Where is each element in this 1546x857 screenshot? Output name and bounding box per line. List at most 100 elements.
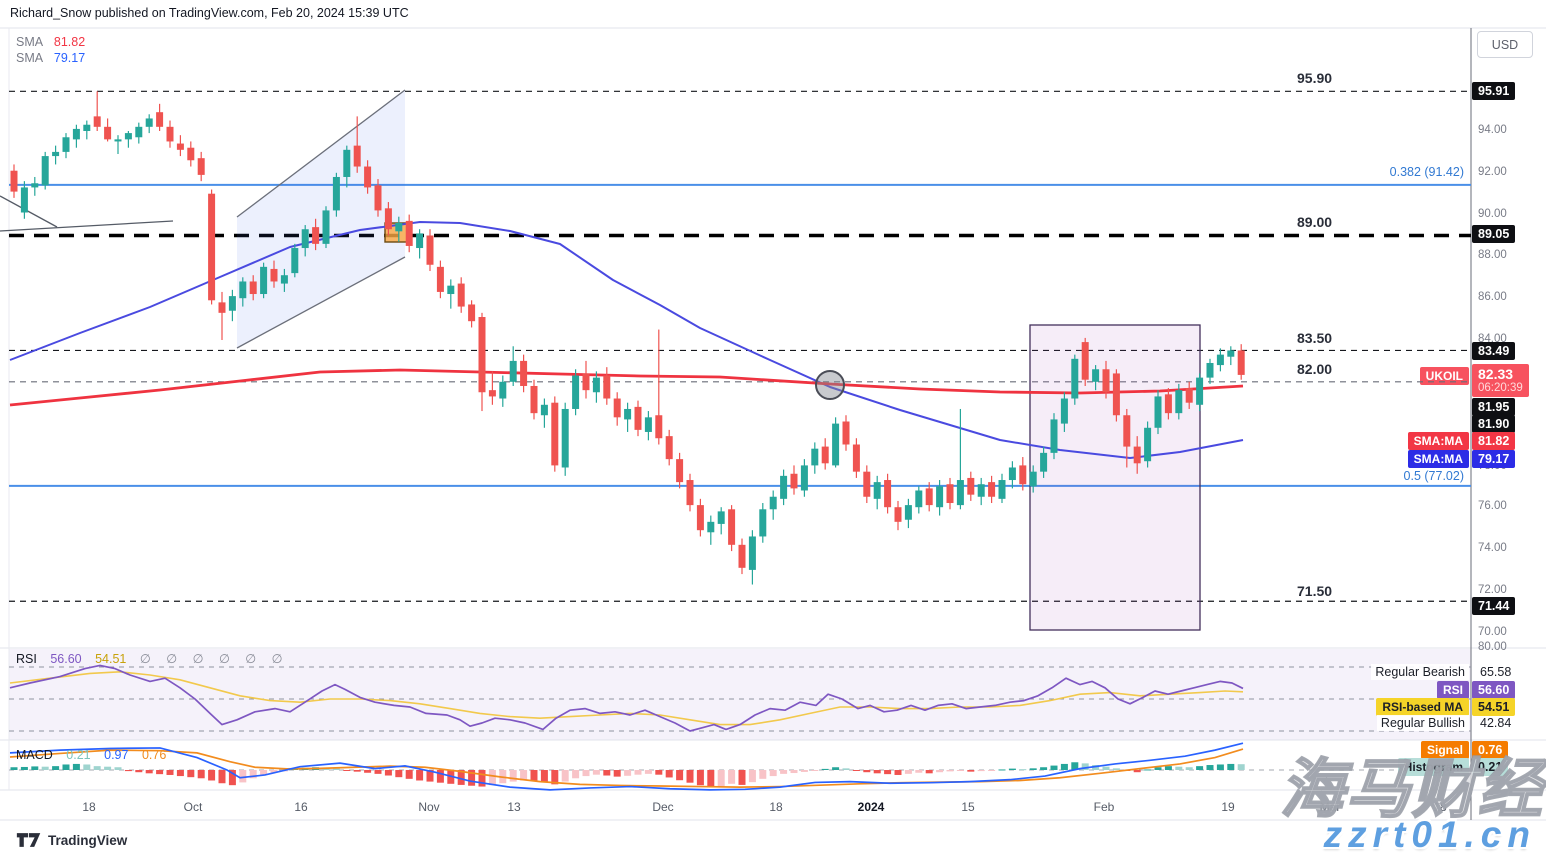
time-tick-Dec[interactable]: Dec — [652, 800, 674, 814]
candle-body — [31, 183, 39, 188]
macd-hist-value: 0.21 — [66, 748, 91, 762]
price-tick-90.00[interactable]: 90.00 — [1478, 208, 1507, 220]
trend-line-1[interactable] — [0, 220, 174, 232]
macd-histogram-bar — [665, 770, 673, 778]
macd-histogram-bar — [478, 770, 486, 787]
candle-body — [644, 417, 652, 432]
price-tick-70.00[interactable]: 70.00 — [1478, 626, 1507, 638]
macd-histogram-bar — [384, 770, 392, 776]
candle-body — [655, 415, 663, 439]
rsi-pane[interactable] — [9, 664, 1471, 732]
macd-histogram-bar — [145, 770, 153, 774]
price-tick-72.00[interactable]: 72.00 — [1478, 584, 1507, 596]
price-tick-86.00[interactable]: 86.00 — [1478, 291, 1507, 303]
macd-histogram-bar — [540, 770, 548, 783]
time-tick-Oct[interactable]: Oct — [183, 800, 203, 814]
macd-histogram-bar — [1008, 768, 1016, 770]
channel-upper-line[interactable] — [236, 89, 406, 218]
candle-body — [384, 208, 392, 230]
candle-body — [166, 126, 174, 142]
candle-body — [665, 436, 673, 460]
time-tick-18[interactable]: 18 — [1433, 800, 1447, 814]
macd-histogram-bar — [717, 770, 725, 787]
candle-body — [780, 475, 788, 499]
candle-body — [800, 465, 808, 491]
macd-histogram-bar — [655, 770, 663, 775]
price-line-label-82: 82.00 — [1297, 361, 1333, 377]
price-tick-74.00[interactable]: 74.00 — [1478, 542, 1507, 554]
time-tick-16[interactable]: 16 — [294, 800, 308, 814]
macd-histogram-bar — [228, 770, 236, 786]
time-tick-19[interactable]: 19 — [1221, 800, 1235, 814]
sma-legend-2[interactable]: SMA 79.17 — [16, 51, 85, 65]
price-label-95.91: 95.91 — [1472, 82, 1516, 100]
macd-histogram-bar — [20, 766, 28, 770]
sma-badge-label-0: SMA:MA — [1407, 432, 1469, 450]
channel-lower-line[interactable] — [236, 256, 406, 349]
candle-body — [83, 124, 91, 131]
macd-histogram-bar — [686, 770, 694, 783]
candle-body — [270, 268, 278, 282]
candle-body — [904, 505, 912, 520]
sma-fast-line[interactable] — [9, 368, 1244, 407]
candle-body — [301, 229, 309, 249]
macd-legend[interactable]: MACD 0.21 0.97 0.76 — [16, 748, 166, 762]
macd-histogram-bar — [915, 770, 923, 773]
byline: Richard_Snow published on TradingView.co… — [10, 6, 409, 20]
macd-histogram-bar — [114, 767, 122, 770]
candle-body — [707, 521, 715, 533]
rsi-divergence-settings: ∅ ∅ ∅ ∅ ∅ ∅ — [139, 652, 289, 666]
time-tick-13[interactable]: 13 — [507, 800, 521, 814]
tradingview-logo[interactable]: TradingView — [16, 831, 127, 849]
macd-histogram-bar — [936, 770, 944, 773]
candle-body — [852, 444, 860, 472]
time-tick-Feb[interactable]: Feb — [1093, 800, 1115, 814]
candle-body — [1185, 388, 1193, 403]
time-tick-15[interactable]: 15 — [961, 800, 975, 814]
candles-layer[interactable] — [10, 91, 1245, 585]
macd-histogram-bar — [811, 770, 819, 771]
candle-body — [842, 421, 850, 445]
macd-histogram-bar — [1133, 770, 1141, 773]
macd-histogram-bar — [135, 770, 143, 773]
price-line-label-77.02: 0.5 (77.02) — [1403, 469, 1464, 483]
candle-body — [696, 505, 704, 531]
candle-body — [998, 480, 1006, 499]
macd-histogram-bar — [634, 770, 642, 775]
time-tick-Mar[interactable]: Mar — [1319, 800, 1341, 814]
macd-histogram-bar — [561, 770, 569, 782]
macd-histogram-bar — [260, 770, 268, 775]
ascending-channel[interactable] — [237, 90, 405, 348]
price-tick-76.00[interactable]: 76.00 — [1478, 500, 1507, 512]
price-tick-92.00[interactable]: 92.00 — [1478, 166, 1507, 178]
time-tick-18[interactable]: 18 — [82, 800, 96, 814]
candle-body — [676, 459, 684, 483]
trend-line-0[interactable] — [0, 195, 58, 228]
price-tick-88.00[interactable]: 88.00 — [1478, 249, 1507, 261]
macd-title: MACD — [16, 748, 53, 762]
consolidation-box[interactable] — [1029, 324, 1201, 631]
macd-histogram-bar — [104, 766, 112, 770]
sma-legend-1[interactable]: SMA 81.82 — [16, 35, 85, 49]
currency-button[interactable]: USD — [1477, 31, 1533, 58]
macd-histogram-bar — [988, 770, 996, 771]
macd-histogram-bar — [395, 770, 403, 778]
horizontal-lines — [9, 90, 1471, 602]
candle-body — [592, 377, 600, 393]
price-tick-80.00[interactable]: 80.00 — [1478, 641, 1507, 653]
price-tick-94.00[interactable]: 94.00 — [1478, 124, 1507, 136]
candle-body — [748, 536, 756, 570]
candle-body — [1206, 362, 1214, 378]
time-tick-18[interactable]: 18 — [769, 800, 783, 814]
macd-line-value: 0.97 — [104, 748, 129, 762]
time-tick-2024[interactable]: 2024 — [857, 800, 885, 814]
time-tick-Nov[interactable]: Nov — [418, 800, 440, 814]
candle-body — [624, 408, 632, 420]
macd-pane[interactable] — [9, 742, 1471, 791]
macd-histogram-bar — [1060, 763, 1068, 770]
rsi-legend[interactable]: RSI 56.60 54.51 ∅ ∅ ∅ ∅ ∅ ∅ — [16, 651, 289, 666]
sma-slow-line[interactable] — [9, 221, 1244, 459]
crossover-marker[interactable] — [815, 370, 845, 400]
sma-badge-value-0: 81.82 — [1472, 432, 1516, 450]
